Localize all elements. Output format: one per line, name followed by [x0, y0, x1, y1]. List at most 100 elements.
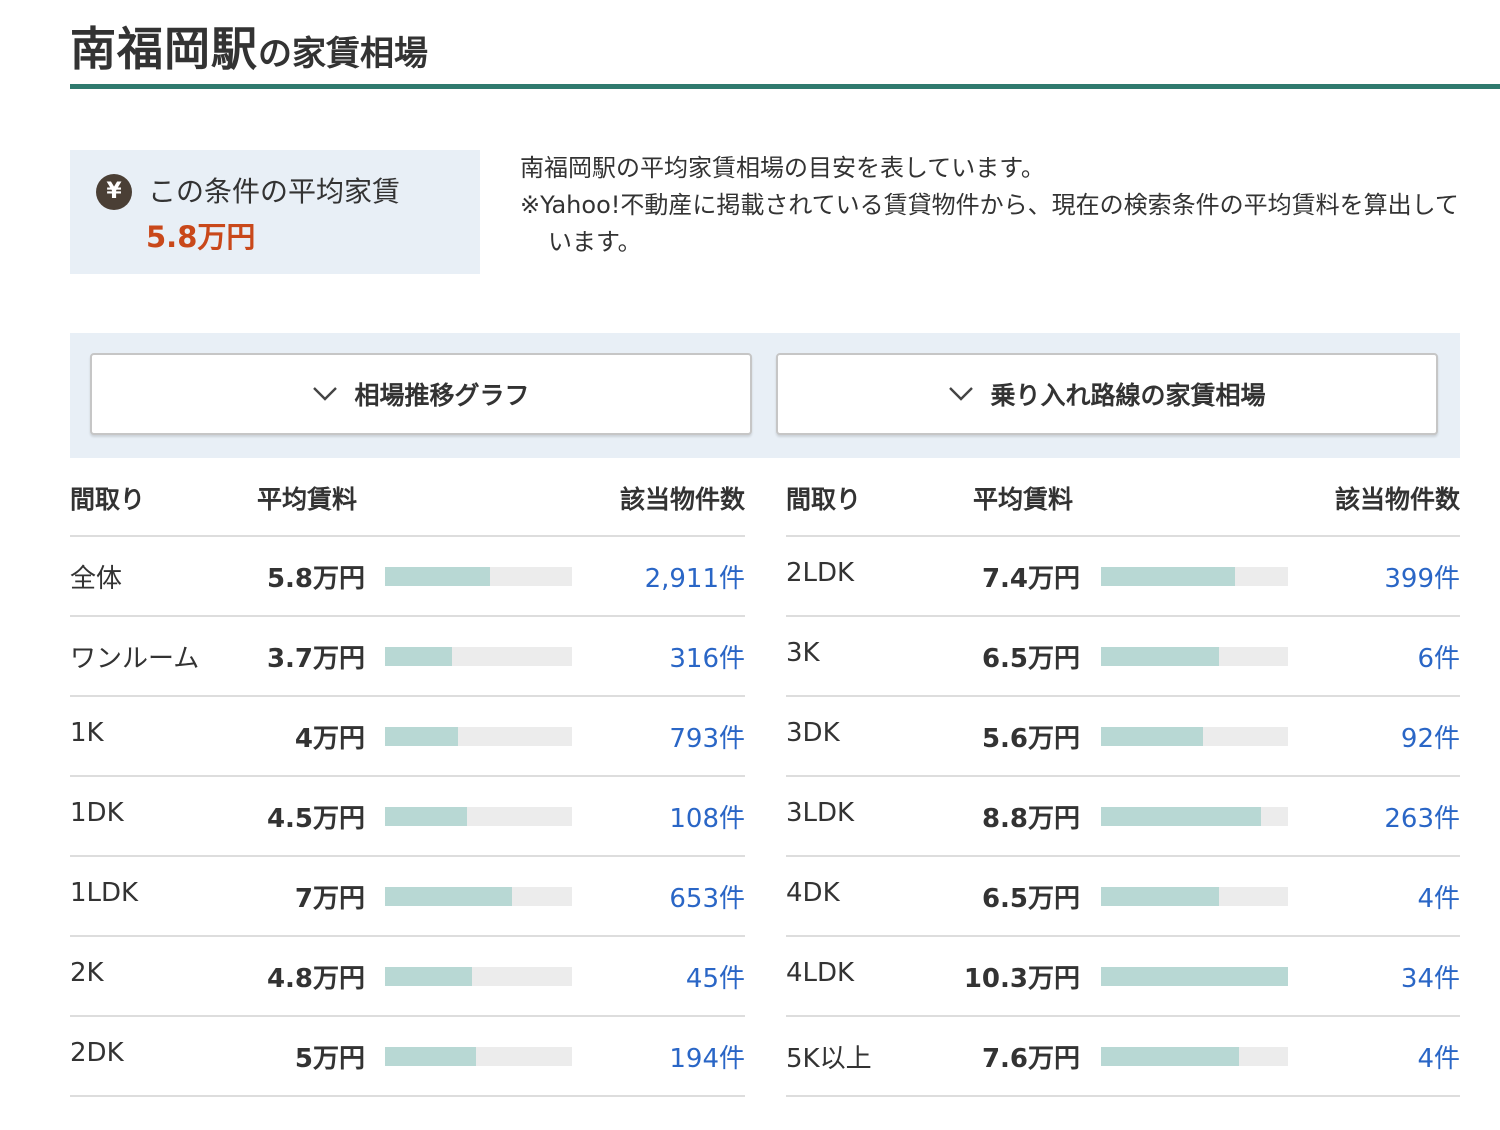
- rent-bar: [1101, 807, 1288, 826]
- accordion-label: 乗り入れ路線の家賃相場: [990, 381, 1266, 410]
- rent-bar: [1101, 1047, 1288, 1066]
- row-rent: 7.4万円: [981, 564, 1080, 594]
- row-layout: 2K: [70, 958, 104, 988]
- row-rent: 3.7万円: [266, 644, 365, 674]
- header-layout: 間取り: [70, 485, 146, 514]
- title-suffix: の家賃相場: [258, 34, 428, 74]
- station-name: 南福岡駅: [70, 22, 258, 76]
- table-row: 2K 4.8万円 45件: [70, 937, 745, 1017]
- yen-icon: ¥: [96, 174, 132, 210]
- row-count-link[interactable]: 2,911件: [644, 564, 745, 594]
- accordion-panel: 相場推移グラフ 乗り入れ路線の家賃相場: [70, 333, 1460, 458]
- row-count-link[interactable]: 6件: [1417, 644, 1460, 674]
- row-rent: 5.6万円: [981, 724, 1080, 754]
- row-count-link[interactable]: 34件: [1400, 964, 1460, 994]
- rent-bar: [385, 1047, 572, 1066]
- row-layout: 3LDK: [786, 798, 855, 828]
- row-count-link[interactable]: 194件: [669, 1044, 745, 1074]
- table-row: 1K 4万円 793件: [70, 697, 745, 777]
- rent-bar-fill: [385, 887, 513, 906]
- row-layout: 1DK: [70, 798, 124, 828]
- table-row: 全体 5.8万円 2,911件: [70, 537, 745, 617]
- table-row: 3LDK 8.8万円 263件: [786, 777, 1460, 857]
- row-layout: ワンルーム: [70, 644, 200, 674]
- row-count-link[interactable]: 45件: [685, 964, 745, 994]
- row-rent: 7.6万円: [981, 1044, 1080, 1074]
- row-rent: 8.8万円: [981, 804, 1080, 834]
- row-count-link[interactable]: 4件: [1417, 1044, 1460, 1074]
- row-rent: 4.8万円: [266, 964, 365, 994]
- description: 南福岡駅の平均家賃相場の目安を表しています。 ※Yahoo!不動産に掲載されてい…: [520, 150, 1470, 261]
- row-layout: 2LDK: [786, 558, 855, 588]
- description-note: ※Yahoo!不動産に掲載されている賃貸物件から、現在の検索条件の平均賃料を算出…: [520, 191, 1459, 256]
- rent-bar-fill: [1101, 567, 1236, 586]
- accordion-label: 相場推移グラフ: [354, 381, 530, 410]
- row-rent: 4.5万円: [266, 804, 365, 834]
- average-rent-box: ¥ この条件の平均家賃 5.8万円: [70, 150, 480, 274]
- row-layout: 5K以上: [786, 1044, 872, 1074]
- header-rent: 平均賃料: [257, 485, 358, 514]
- table-row: ワンルーム 3.7万円 316件: [70, 617, 745, 697]
- rent-bar: [385, 567, 572, 586]
- rent-bar-fill: [385, 967, 473, 986]
- rent-bar: [1101, 727, 1288, 746]
- table-header: 間取り 平均賃料 該当物件数: [786, 458, 1460, 537]
- rent-bar-fill: [385, 807, 467, 826]
- rent-bar: [1101, 887, 1288, 906]
- rent-trend-graph-button[interactable]: 相場推移グラフ: [90, 353, 752, 435]
- header-layout: 間取り: [786, 485, 862, 514]
- row-count-link[interactable]: 4件: [1417, 884, 1460, 914]
- table-row: 2DK 5万円 194件: [70, 1017, 745, 1097]
- rent-table-right: 間取り 平均賃料 該当物件数 2LDK 7.4万円 399件 3K 6.5万円 6件 3DK…: [786, 458, 1460, 1097]
- row-layout: 2DK: [70, 1038, 124, 1068]
- header-count: 該当物件数: [619, 485, 745, 514]
- row-rent: 6.5万円: [981, 884, 1080, 914]
- rent-bar-fill: [1101, 647, 1219, 666]
- rent-bar-fill: [1101, 727, 1203, 746]
- row-count-link[interactable]: 399件: [1384, 564, 1460, 594]
- rent-bar-fill: [1101, 967, 1288, 986]
- row-layout: 4LDK: [786, 958, 855, 988]
- rent-bar-fill: [1101, 807, 1261, 826]
- rent-bar: [1101, 647, 1288, 666]
- row-count-link[interactable]: 316件: [669, 644, 745, 674]
- average-rent-value: 5.8万円: [146, 220, 256, 254]
- table-row: 1DK 4.5万円 108件: [70, 777, 745, 857]
- rent-bar: [385, 967, 572, 986]
- header-rent: 平均賃料: [973, 485, 1074, 514]
- row-layout: 1K: [70, 718, 104, 748]
- table-row: 4LDK 10.3万円 34件: [786, 937, 1460, 1017]
- rent-bar-fill: [385, 1047, 476, 1066]
- chevron-down-icon: [949, 387, 974, 401]
- row-rent: 7万円: [294, 884, 365, 914]
- rent-bar: [385, 887, 572, 906]
- row-layout: 3K: [786, 638, 820, 668]
- row-count-link[interactable]: 108件: [669, 804, 745, 834]
- rent-bar-fill: [385, 567, 491, 586]
- average-rent-label: この条件の平均家賃: [148, 175, 401, 208]
- table-body: 2LDK 7.4万円 399件 3K 6.5万円 6件 3DK 5.6万円 92件 3LDK 8.8…: [786, 537, 1460, 1097]
- rent-table-left: 間取り 平均賃料 該当物件数 全体 5.8万円 2,911件ワンルーム 3.7万円 31…: [70, 458, 745, 1097]
- table-row: 4DK 6.5万円 4件: [786, 857, 1460, 937]
- description-line: 南福岡駅の平均家賃相場の目安を表しています。: [520, 154, 1045, 182]
- row-count-link[interactable]: 263件: [1384, 804, 1460, 834]
- row-count-link[interactable]: 793件: [669, 724, 745, 754]
- table-body: 全体 5.8万円 2,911件ワンルーム 3.7万円 316件 1K 4万円 793件 1DK 4…: [70, 537, 745, 1097]
- row-rent: 10.3万円: [963, 964, 1080, 994]
- row-rent: 4万円: [294, 724, 365, 754]
- rent-bar: [385, 727, 572, 746]
- row-count-link[interactable]: 92件: [1400, 724, 1460, 754]
- row-count-link[interactable]: 653件: [669, 884, 745, 914]
- row-layout: 1LDK: [70, 878, 139, 908]
- rent-bar: [1101, 967, 1288, 986]
- connecting-lines-rent-button[interactable]: 乗り入れ路線の家賃相場: [776, 353, 1438, 435]
- table-row: 3K 6.5万円 6件: [786, 617, 1460, 697]
- rent-bar-fill: [385, 647, 453, 666]
- rent-bar-fill: [1101, 887, 1219, 906]
- table-row: 3DK 5.6万円 92件: [786, 697, 1460, 777]
- row-layout: 全体: [70, 564, 123, 594]
- row-rent: 6.5万円: [981, 644, 1080, 674]
- rent-bar: [385, 807, 572, 826]
- table-row: 1LDK 7万円 653件: [70, 857, 745, 937]
- row-layout: 3DK: [786, 718, 840, 748]
